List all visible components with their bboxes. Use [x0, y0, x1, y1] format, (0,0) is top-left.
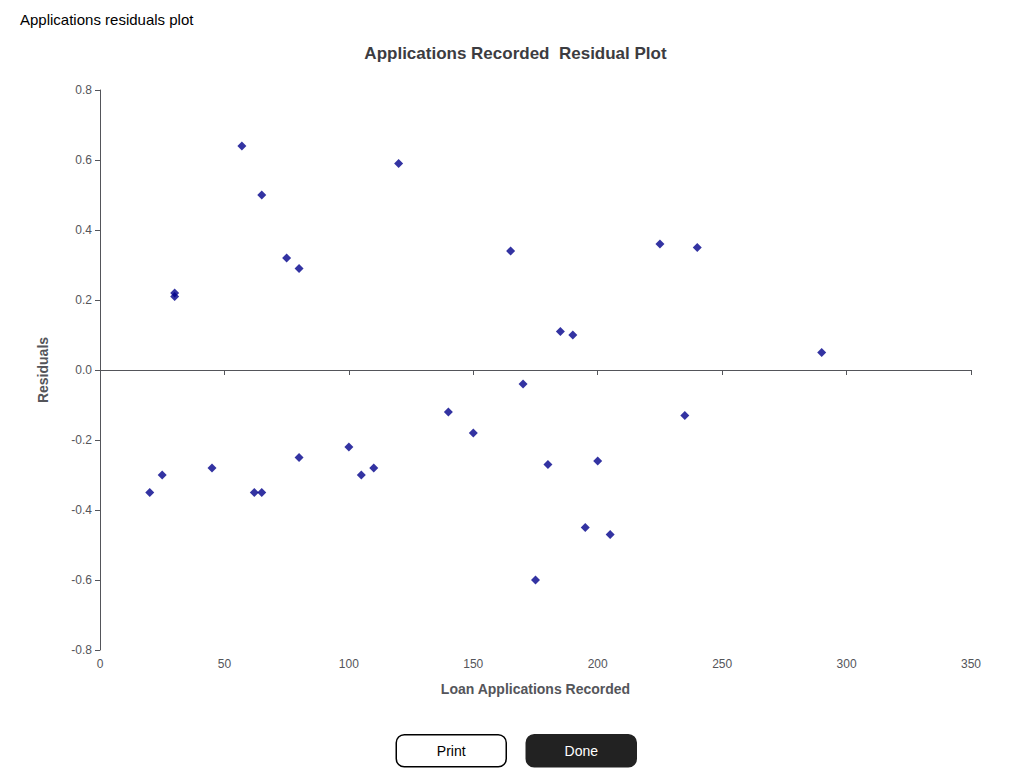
svg-text:Applications Recorded Residua: Applications Recorded Residual Plot: [364, 44, 667, 63]
svg-text:50: 50: [218, 657, 232, 671]
svg-text:0: 0: [97, 657, 104, 671]
svg-text:0.6: 0.6: [75, 153, 92, 167]
svg-text:150: 150: [463, 657, 483, 671]
svg-text:200: 200: [588, 657, 608, 671]
svg-text:0.0: 0.0: [75, 363, 92, 377]
svg-text:-0.2: -0.2: [71, 433, 92, 447]
svg-text:Loan Applications Recorded: Loan Applications Recorded: [441, 681, 630, 697]
svg-text:Applications residuals plot: Applications residuals plot: [20, 11, 194, 28]
svg-text:350: 350: [961, 657, 981, 671]
svg-text:-0.6: -0.6: [71, 573, 92, 587]
svg-text:Print: Print: [437, 743, 466, 759]
svg-text:-0.4: -0.4: [71, 503, 92, 517]
svg-text:Done: Done: [565, 743, 599, 759]
svg-text:250: 250: [712, 657, 732, 671]
svg-text:100: 100: [339, 657, 359, 671]
svg-text:0.4: 0.4: [75, 223, 92, 237]
svg-text:0.8: 0.8: [75, 83, 92, 97]
svg-text:0.2: 0.2: [75, 293, 92, 307]
svg-text:Residuals: Residuals: [35, 337, 51, 403]
svg-text:300: 300: [837, 657, 857, 671]
svg-text:-0.8: -0.8: [71, 643, 92, 657]
